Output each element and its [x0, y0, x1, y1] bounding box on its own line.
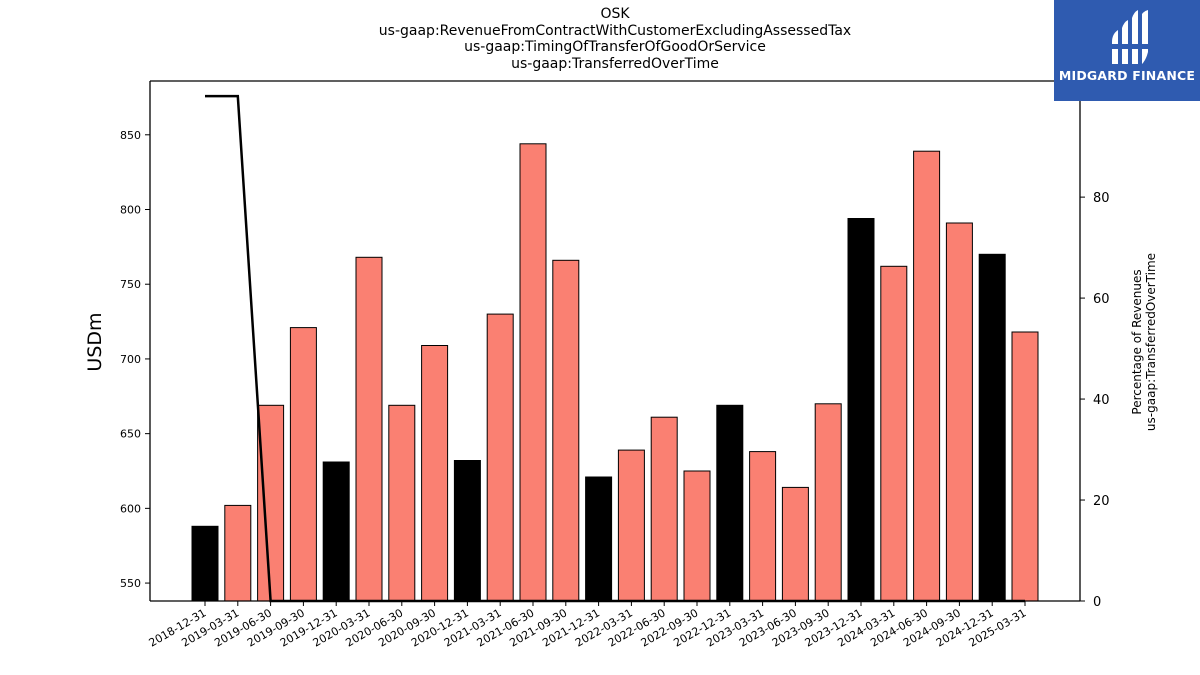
- left-tick-label-800: 800: [120, 204, 141, 217]
- chart-title-line-2: us-gaap:RevenueFromContractWithCustomerE…: [378, 23, 852, 39]
- bar-2022-12-31: [716, 404, 744, 602]
- bar-2020-03-31: [355, 256, 383, 602]
- left-tick-label-550: 550: [120, 577, 141, 590]
- bar-2024-12-31: [978, 253, 1006, 602]
- midgard-finance-logo: MIDGARD FINANCE: [1054, 0, 1200, 101]
- bar-2020-12-31: [453, 460, 481, 602]
- right-tick-label-80: 80: [1093, 191, 1110, 206]
- right-axis-label-line-1: Percentage of Revenues: [1130, 269, 1144, 414]
- bar-2024-06-30: [913, 150, 941, 602]
- bar-2023-09-30: [814, 403, 842, 602]
- right-tick-label-20: 20: [1093, 494, 1110, 509]
- chart-title-line-3: us-gaap:TimingOfTransferOfGoodOrService: [464, 39, 766, 55]
- bar-2021-12-31: [585, 476, 613, 602]
- right-tick-label-0: 0: [1093, 595, 1101, 610]
- left-tick-label-850: 850: [120, 129, 141, 142]
- bar-2021-09-30: [552, 259, 580, 602]
- chart-title-line-1: OSK: [600, 6, 630, 22]
- bar-2021-06-30: [519, 143, 547, 602]
- bar-2019-06-30: [257, 404, 285, 602]
- bar-2023-03-31: [749, 451, 777, 602]
- logo-text: MIDGARD FINANCE: [1058, 68, 1196, 83]
- bar-2018-12-31: [191, 525, 219, 602]
- bar-2020-09-30: [421, 345, 449, 602]
- left-tick-label-600: 600: [120, 502, 141, 515]
- bar-2023-12-31: [847, 218, 875, 602]
- left-tick-label-650: 650: [120, 428, 141, 441]
- bar-2019-12-31: [322, 461, 350, 602]
- bar-2024-03-31: [880, 265, 908, 602]
- bar-2022-09-30: [683, 470, 711, 602]
- bar-2019-09-30: [289, 327, 317, 602]
- right-tick-label-60: 60: [1093, 292, 1110, 307]
- left-tick-label-750: 750: [120, 278, 141, 291]
- right-axis-label-line-2: us-gaap:TransferredOverTime: [1144, 253, 1158, 431]
- left-tick-label-700: 700: [120, 353, 141, 366]
- bar-2022-06-30: [650, 416, 678, 602]
- right-tick-label-40: 40: [1093, 393, 1110, 408]
- bar-2024-09-30: [945, 222, 973, 602]
- midgard-logo-icon: [1112, 10, 1148, 64]
- bar-2023-06-30: [781, 486, 809, 602]
- bar-2020-06-30: [388, 404, 416, 602]
- bar-2025-03-31: [1011, 331, 1039, 602]
- bar-2022-03-31: [617, 449, 645, 602]
- left-axis-label: USDm: [84, 312, 106, 371]
- bar-2019-03-31: [224, 504, 252, 602]
- chart-title-line-4: us-gaap:TransferredOverTime: [511, 56, 719, 72]
- bar-2021-03-31: [486, 313, 514, 602]
